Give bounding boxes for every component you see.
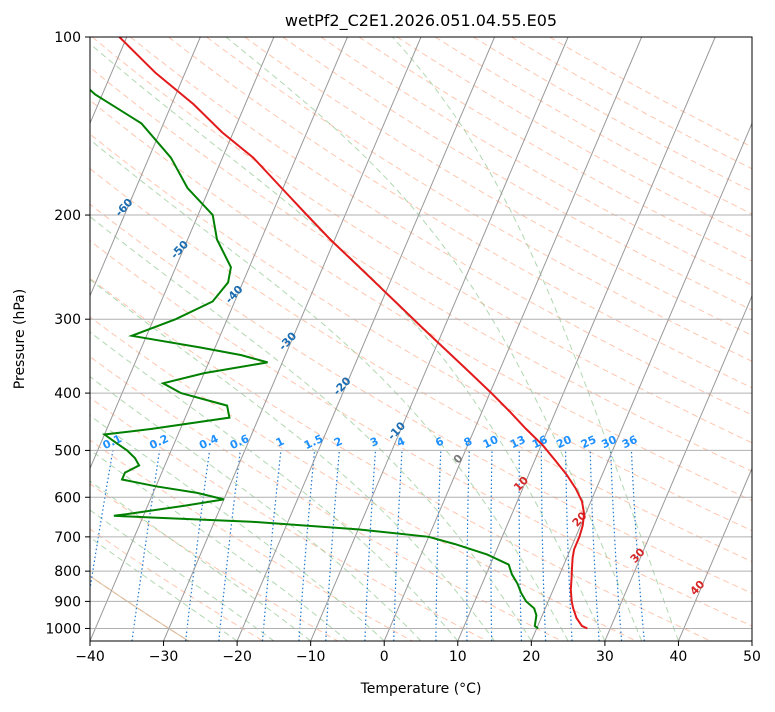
y-tick-label: 500 [54,443,81,459]
x-tick-label: 10 [449,649,467,665]
x-axis-label: Temperature (°C) [360,681,482,697]
y-tick-label: 900 [54,594,81,610]
y-tick-label: 400 [54,386,81,402]
x-tick-label: −40 [75,649,105,665]
y-tick-label: 800 [54,564,81,580]
x-tick-label: 30 [596,649,614,665]
x-tick-label: −10 [296,649,326,665]
y-tick-label: 600 [54,490,81,506]
y-tick-label: 200 [54,208,81,224]
chart-title: wetPf2_C2E1.2026.051.04.55.E05 [285,11,557,31]
x-tick-label: −20 [222,649,252,665]
y-tick-label: 100 [54,30,81,46]
x-tick-label: 0 [380,649,389,665]
y-tick-label: 1000 [45,621,81,637]
y-tick-label: 300 [54,312,81,328]
x-tick-label: −30 [149,649,179,665]
x-tick-label: 50 [743,649,761,665]
y-axis-label: Pressure (hPa) [12,289,28,389]
x-tick-label: 20 [522,649,540,665]
x-tick-label: 40 [670,649,688,665]
y-tick-label: 700 [54,530,81,546]
